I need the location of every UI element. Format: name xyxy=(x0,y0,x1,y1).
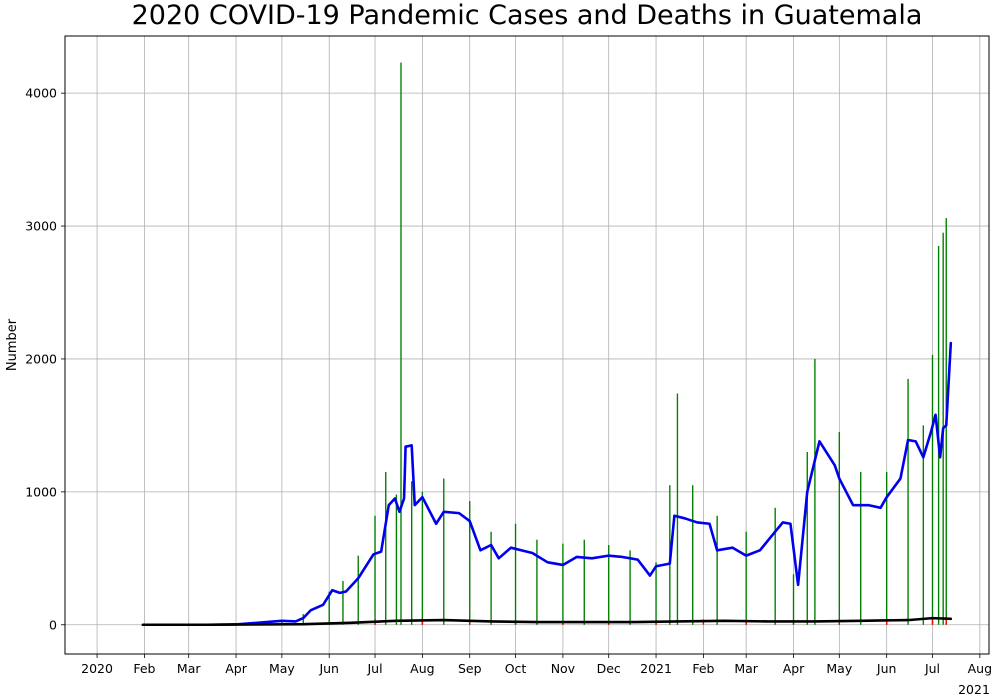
x-tick-label: Aug xyxy=(410,661,434,676)
y-tick-label: 2000 xyxy=(25,351,57,366)
plot-frame xyxy=(64,35,990,655)
x-tick-label: Dec xyxy=(597,661,621,676)
cases-bar xyxy=(490,531,492,625)
x-tick-label: Apr xyxy=(225,661,247,676)
cases-bar xyxy=(536,539,538,625)
x-tick-label: May xyxy=(269,661,295,676)
cases-bar xyxy=(374,515,376,625)
cases-bar xyxy=(443,478,445,625)
y-tick-label: 0 xyxy=(49,617,57,632)
y-tick-label: 4000 xyxy=(25,86,57,101)
cases-bar xyxy=(400,62,402,625)
x-tick-label: Apr xyxy=(783,661,805,676)
cases-bar xyxy=(469,501,471,625)
cases-bar xyxy=(328,591,330,625)
cases-bar xyxy=(907,378,909,625)
x-tick-label: Mar xyxy=(734,661,758,676)
deaths-bar xyxy=(945,616,947,625)
deaths-bar xyxy=(745,620,747,625)
x-tick-label: Jul xyxy=(924,661,940,676)
deaths-bar xyxy=(792,621,795,625)
cases-bar xyxy=(716,515,718,625)
x-tick-label: Jul xyxy=(366,661,382,676)
cases-bar xyxy=(676,393,679,625)
cases-bar xyxy=(514,523,517,625)
y-tick-label: 1000 xyxy=(25,484,57,499)
y-tick-label: 3000 xyxy=(25,219,57,234)
deaths-bar xyxy=(469,620,471,625)
chart-title: 2020 COVID-19 Pandemic Cases and Deaths … xyxy=(131,0,923,31)
cases-bar xyxy=(385,471,387,625)
x-tick-label: Feb xyxy=(692,661,714,676)
x-tick-label: 2021 xyxy=(640,661,672,676)
cases-bar xyxy=(562,543,564,625)
cases-bar xyxy=(885,471,888,625)
cases-bar xyxy=(281,620,283,625)
x-tick-label: Sep xyxy=(458,661,482,676)
cases-bar xyxy=(655,562,657,625)
deaths-bar xyxy=(514,621,517,625)
cases-bar xyxy=(395,494,398,625)
cases-bar xyxy=(583,539,585,625)
bar-series-layer xyxy=(209,62,947,625)
x-tick-label: 2020 xyxy=(81,661,113,676)
x-axis-offset-label: 2021 xyxy=(958,682,990,697)
cases-bar xyxy=(792,574,795,625)
cases-bar xyxy=(692,485,694,625)
cases-bar xyxy=(922,425,925,625)
deaths-bar xyxy=(885,619,888,625)
cases-bar xyxy=(357,555,359,625)
axis-ticks: 2020 Feb Mar Apr May Jun Jul Aug Sep Oct Nov Dec 202… xyxy=(25,86,992,676)
line-series-layer xyxy=(141,341,953,627)
deaths-bar xyxy=(421,618,424,625)
cases-bar xyxy=(774,507,776,625)
x-tick-label: Mar xyxy=(177,661,201,676)
cases-bar xyxy=(860,471,862,625)
deaths-average-line xyxy=(141,616,953,627)
x-tick-label: Nov xyxy=(551,661,576,676)
cases-bar xyxy=(421,491,424,625)
cases-bar xyxy=(608,545,610,625)
cases-bar xyxy=(411,481,413,625)
deaths-bar xyxy=(931,617,934,625)
cases-bar xyxy=(745,531,747,625)
cases-average-line xyxy=(205,341,953,627)
cases-bar xyxy=(342,580,344,625)
x-tick-label: Aug xyxy=(968,661,992,676)
cases-bar xyxy=(838,432,841,625)
y-axis-title: Number xyxy=(5,318,20,371)
x-tick-label: Feb xyxy=(133,661,155,676)
cases-bar xyxy=(931,354,934,625)
grid-lines xyxy=(65,36,989,654)
x-tick-label: Jun xyxy=(876,661,897,676)
x-tick-label: May xyxy=(826,661,852,676)
cases-bar xyxy=(806,451,808,625)
x-tick-label: Oct xyxy=(505,661,527,676)
x-tick-label: Jun xyxy=(318,661,339,676)
cases-bar xyxy=(629,550,631,625)
cases-bar xyxy=(814,358,816,625)
